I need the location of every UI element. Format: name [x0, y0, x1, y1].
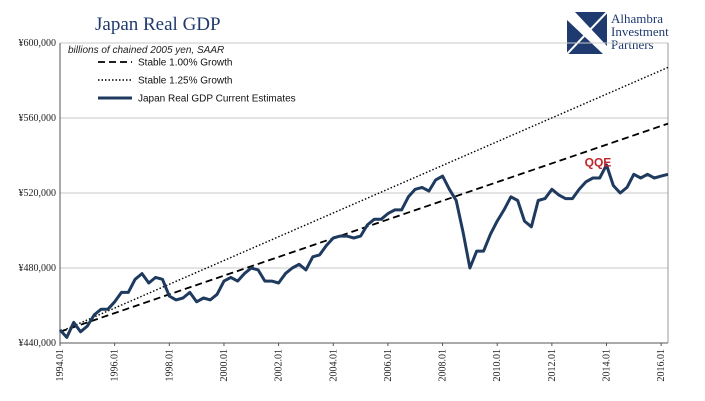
y-tick-label: ¥520,000 [19, 188, 57, 199]
y-tick-label: ¥560,000 [19, 113, 57, 124]
x-tick-label: 2002.01 [274, 349, 285, 382]
y-tick-label: ¥480,000 [19, 263, 57, 274]
logo-mark-icon [566, 11, 608, 55]
y-tick-label: ¥600,000 [19, 38, 57, 49]
qqe-annotation: QQE [585, 155, 612, 169]
x-tick-label: 2010.01 [492, 349, 503, 382]
logo-text-line2: Investment [611, 24, 669, 39]
x-tick-label: 1998.01 [164, 349, 175, 382]
series-line-2 [59, 66, 669, 333]
y-tick-label: ¥440,000 [19, 338, 57, 349]
logo-text-line3: Partners [611, 37, 654, 52]
legend-label-2: Stable 1.25% Growth [138, 76, 233, 87]
x-tick-label: 2000.01 [219, 349, 230, 382]
x-tick-label: 1994.01 [55, 349, 66, 382]
chart-subtitle: billions of chained 2005 yen, SAAR [68, 45, 225, 56]
x-tick-label: 1996.01 [110, 349, 121, 382]
legend-label-1: Stable 1.00% Growth [138, 58, 233, 69]
series-line-3 [58, 163, 669, 339]
logo-text-line1: Alhambra [611, 11, 663, 26]
x-tick-label: 2008.01 [438, 349, 449, 382]
x-tick-label: 2006.01 [383, 349, 394, 382]
company-logo: Alhambra Investment Partners [566, 11, 705, 58]
x-tick-label: 2004.01 [328, 349, 339, 382]
x-tick-label: 2014.01 [602, 349, 613, 382]
legend-label-3: Japan Real GDP Current Estimates [138, 94, 296, 105]
x-tick-label: 2016.01 [656, 349, 667, 382]
chart-title: Japan Real GDP [95, 14, 221, 35]
x-tick-label: 2012.01 [547, 349, 558, 382]
